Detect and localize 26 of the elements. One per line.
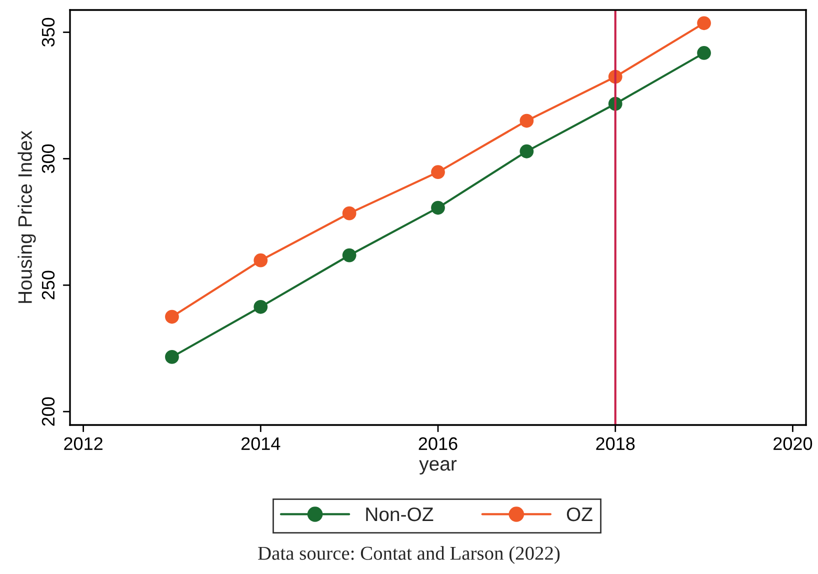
y-tick-label: 300 <box>42 144 55 174</box>
y-axis-title: Housing Price Index <box>18 130 36 303</box>
y-tick-label: 250 <box>42 270 55 300</box>
point <box>697 46 711 60</box>
x-tick-label: 2020 <box>774 437 812 450</box>
source-note: Data source: Contat and Larson (2022) <box>258 546 560 564</box>
x-axis-title: year <box>419 460 457 475</box>
point <box>342 206 356 220</box>
y-tick-label: 350 <box>42 18 55 47</box>
point <box>342 248 356 262</box>
legend-label: Non-OZ <box>366 507 434 522</box>
point <box>431 165 445 180</box>
legend-label: OZ <box>566 507 592 522</box>
point <box>520 144 534 158</box>
x-tick-label: 2018 <box>596 437 635 450</box>
x-tick-label: 2012 <box>64 437 102 450</box>
x-tick-label: 2016 <box>418 437 458 450</box>
point <box>254 300 268 314</box>
x-tick-label: 2014 <box>241 437 280 450</box>
point <box>520 114 534 128</box>
y-tick-label: 200 <box>42 397 55 426</box>
point <box>165 350 179 364</box>
point <box>254 253 268 268</box>
point <box>165 310 179 324</box>
point <box>697 16 711 30</box>
point <box>431 200 445 215</box>
